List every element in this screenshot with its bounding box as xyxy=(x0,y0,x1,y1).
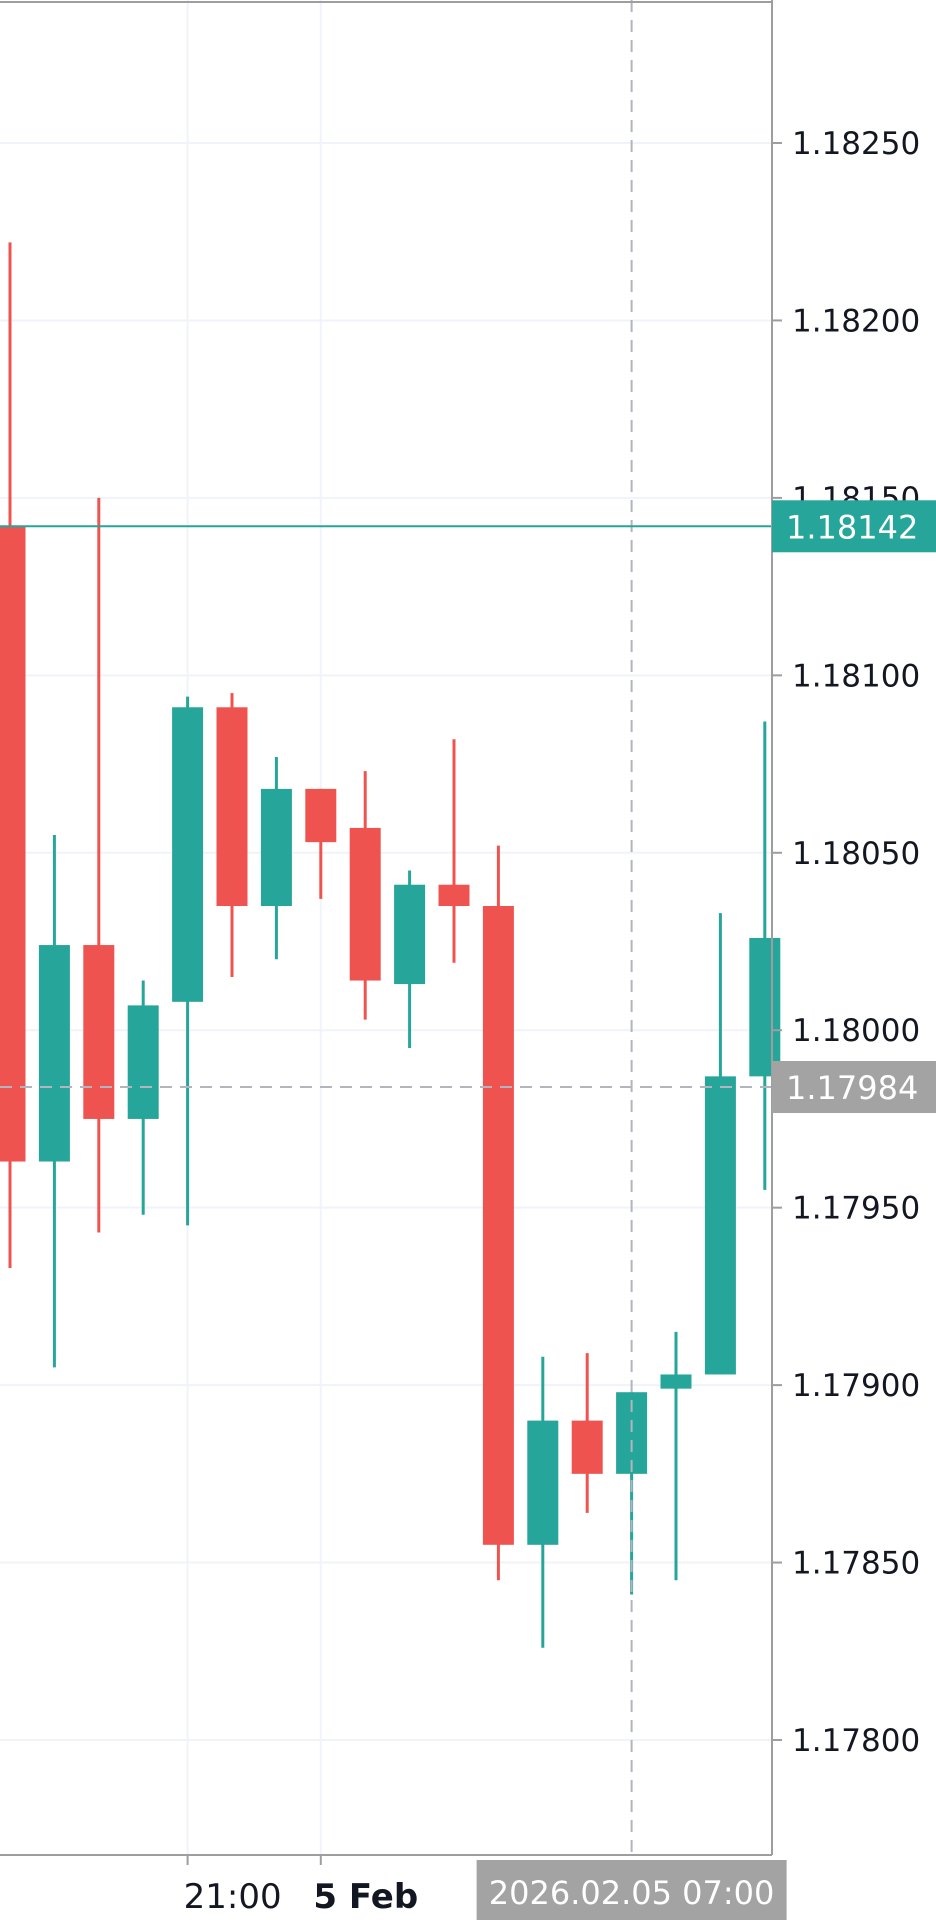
candle-body[interactable] xyxy=(704,1076,736,1375)
last-price-badge xyxy=(772,500,936,553)
time-tick-label: 21:00 xyxy=(184,1877,282,1917)
candle-body[interactable] xyxy=(127,1005,159,1119)
candle[interactable] xyxy=(482,845,514,1581)
candle[interactable] xyxy=(0,242,26,1268)
candle[interactable] xyxy=(172,696,204,1226)
price-tick-label: 1.17900 xyxy=(792,1368,920,1404)
candle-body[interactable] xyxy=(83,945,115,1119)
price-tick-label: 1.18000 xyxy=(792,1013,920,1049)
candle[interactable] xyxy=(127,980,159,1215)
price-tick-label: 1.18050 xyxy=(792,836,920,872)
candle-body[interactable] xyxy=(38,945,70,1162)
candle[interactable] xyxy=(83,497,115,1233)
candle[interactable] xyxy=(394,870,426,1048)
price-tick-label: 1.17800 xyxy=(792,1723,920,1759)
price-tick-label: 1.18100 xyxy=(792,658,920,694)
candle[interactable] xyxy=(438,739,470,963)
candle[interactable] xyxy=(38,835,70,1368)
last-price-label: 1.18142 xyxy=(786,508,918,546)
candle[interactable] xyxy=(349,771,381,1020)
candle-body[interactable] xyxy=(394,884,426,985)
candle-body[interactable] xyxy=(349,827,381,981)
candle-body[interactable] xyxy=(527,1420,559,1545)
crosshair-time-label: 2026.02.05 07:00 xyxy=(489,1874,775,1912)
candle[interactable] xyxy=(216,693,248,977)
candle-body[interactable] xyxy=(260,788,292,907)
candle-body[interactable] xyxy=(571,1420,603,1474)
candle[interactable] xyxy=(704,913,736,1375)
candle-body[interactable] xyxy=(172,707,204,1002)
candle-body[interactable] xyxy=(305,788,337,843)
time-tick-label: 5 Feb xyxy=(313,1877,418,1917)
crosshair-price-badge xyxy=(772,1061,936,1114)
candle-body[interactable] xyxy=(0,526,26,1162)
candle-body[interactable] xyxy=(660,1374,692,1389)
price-tick-label: 1.18200 xyxy=(792,303,920,339)
candle-body[interactable] xyxy=(438,884,470,907)
candle[interactable] xyxy=(527,1356,559,1648)
price-tick-label: 1.17850 xyxy=(792,1546,920,1582)
candle-body[interactable] xyxy=(482,906,514,1545)
overlays xyxy=(0,0,772,1855)
candle[interactable] xyxy=(260,756,292,960)
crosshair-time-badge xyxy=(476,1860,787,1920)
crosshair-price-label: 1.17984 xyxy=(786,1069,918,1107)
candle[interactable] xyxy=(660,1331,692,1581)
price-tick-label: 1.18250 xyxy=(792,126,920,162)
candle[interactable] xyxy=(749,721,781,1190)
candle-body[interactable] xyxy=(216,707,248,907)
candle-body[interactable] xyxy=(749,937,781,1077)
candle[interactable] xyxy=(571,1353,603,1513)
candle[interactable] xyxy=(305,788,337,899)
price-tick-label: 1.17950 xyxy=(792,1191,920,1227)
candles[interactable] xyxy=(0,242,781,1648)
